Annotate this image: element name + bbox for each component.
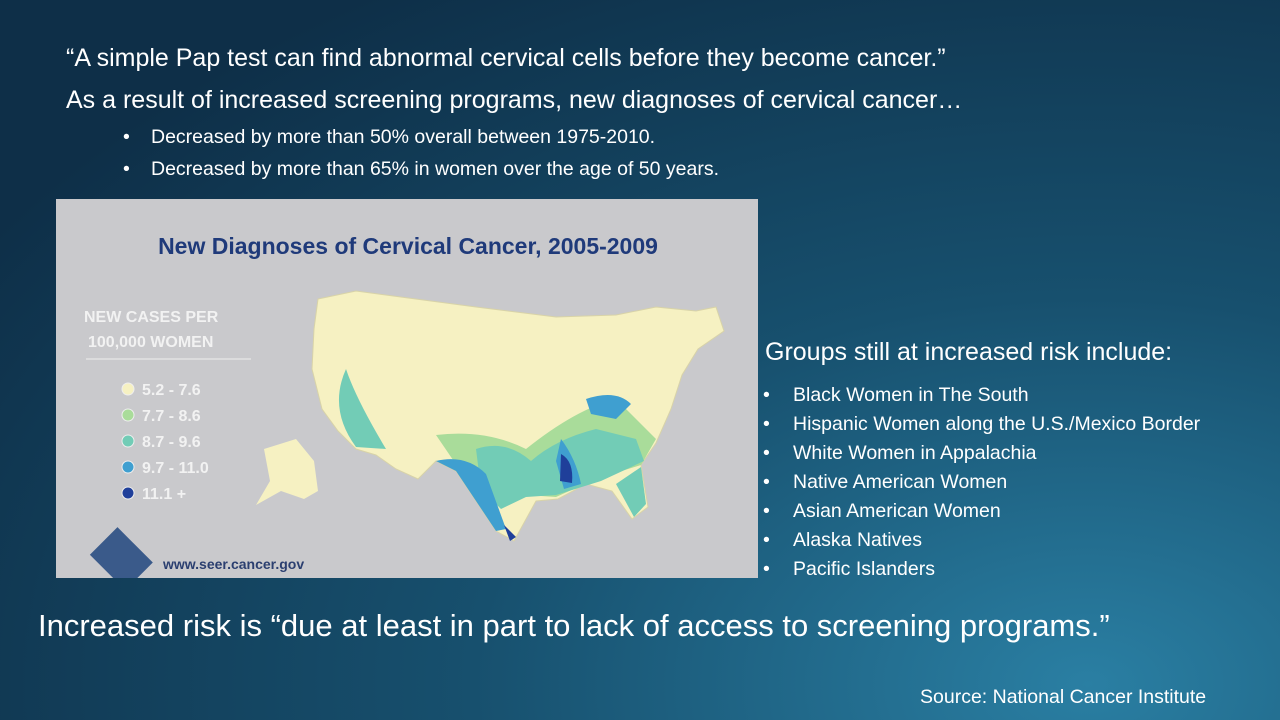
- intro: As a result of increased screening progr…: [66, 86, 963, 114]
- legend-title: NEW CASES PER: [84, 309, 219, 326]
- legend-label: 5.2 - 7.6: [142, 382, 201, 399]
- legend-swatch: [121, 434, 135, 448]
- risk-group: Black Women in The South: [763, 384, 1200, 413]
- legend-label: 7.7 - 8.6: [142, 408, 201, 425]
- risk-groups: Black Women in The SouthHispanic Women a…: [756, 384, 1200, 587]
- risk-heading: Groups still at increased risk include:: [765, 338, 1173, 366]
- risk-group: Hispanic Women along the U.S./Mexico Bor…: [763, 413, 1200, 442]
- map-region: [560, 454, 573, 483]
- map-region: [338, 369, 386, 449]
- risk-group: White Women in Appalachia: [763, 442, 1200, 471]
- legend-swatch: [121, 486, 135, 500]
- quote: “A simple Pap test can find abnormal cer…: [66, 44, 946, 72]
- map-region: [504, 525, 516, 541]
- source: Source: National Cancer Institute: [920, 686, 1207, 708]
- logo: [89, 527, 153, 578]
- map: New Diagnoses of Cervical Cancer, 2005-2…: [84, 233, 725, 578]
- legend-label: 8.7 - 9.6: [142, 434, 201, 451]
- map-image: New Diagnoses of Cervical Cancer, 2005-2…: [56, 199, 758, 578]
- legend-label: 9.7 - 11.0: [142, 460, 209, 477]
- map-region: [436, 459, 506, 531]
- risk-group: Pacific Islanders: [763, 558, 1200, 587]
- map-region: [586, 395, 631, 419]
- bullet: Decreased by more than 65% in women over…: [123, 158, 719, 181]
- us-outline: [311, 290, 725, 542]
- legend-swatch: [121, 408, 135, 422]
- risk-group: Alaska Natives: [763, 529, 1200, 558]
- map-region: [616, 467, 646, 517]
- legend-swatch: [121, 460, 135, 474]
- bullet: Decreased by more than 50% overall betwe…: [123, 126, 655, 149]
- alaska: [256, 439, 318, 505]
- legend-label: 11.1 +: [142, 486, 186, 503]
- legend-title: 100,000 WOMEN: [88, 334, 213, 351]
- conclusion: Increased risk is “due at least in part …: [38, 608, 1110, 643]
- source-url: www.seer.cancer.gov: [162, 556, 304, 572]
- legend-swatch: [121, 382, 135, 396]
- map-title: New Diagnoses of Cervical Cancer, 2005-2…: [158, 233, 658, 259]
- risk-group: Native American Women: [763, 471, 1200, 500]
- risk-group: Asian American Women: [763, 500, 1200, 529]
